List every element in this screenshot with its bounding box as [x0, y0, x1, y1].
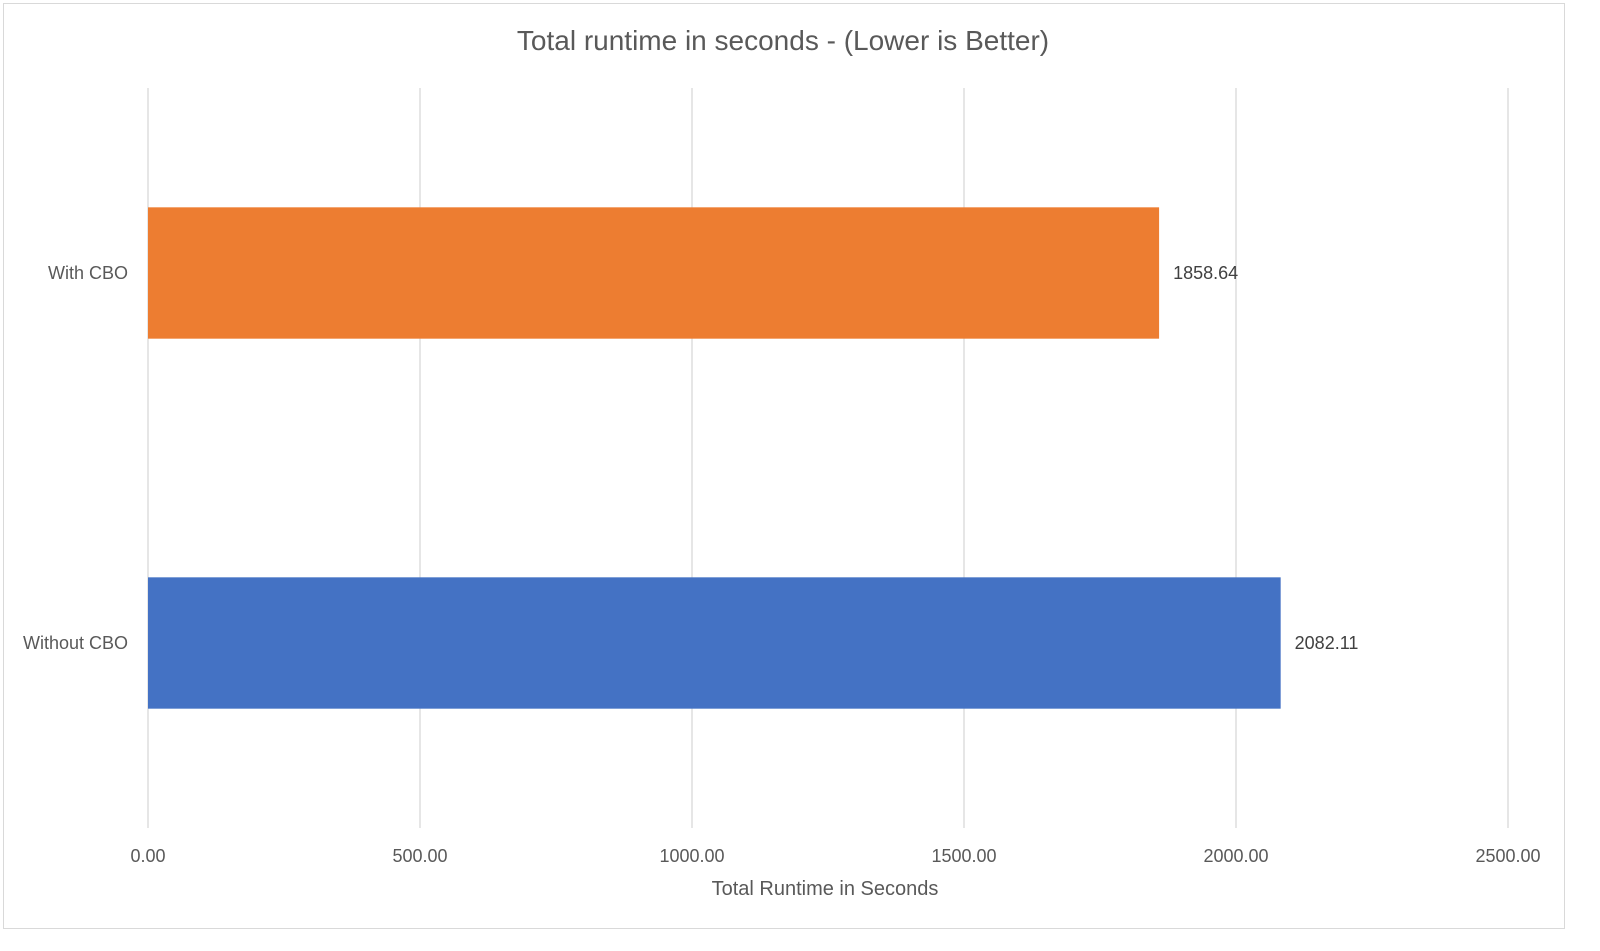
chart-frame [3, 3, 1565, 929]
x-axis-ticks: 0.00 500.00 1000.00 1500.00 2000.00 2500.00 [130, 846, 1540, 866]
x-tick-label: 2500.00 [1475, 846, 1540, 866]
bar [148, 577, 1281, 709]
category-labels: With CBO Without CBO [23, 263, 128, 653]
chart-title: Total runtime in seconds - (Lower is Bet… [517, 25, 1049, 56]
category-label: Without CBO [23, 633, 128, 653]
x-tick-label: 1500.00 [931, 846, 996, 866]
data-label: 1858.64 [1173, 263, 1238, 283]
data-labels: 1858.64 2082.11 [1173, 263, 1358, 653]
x-tick-label: 2000.00 [1203, 846, 1268, 866]
category-label: With CBO [48, 263, 128, 283]
x-tick-label: 500.00 [392, 846, 447, 866]
bar [148, 207, 1160, 339]
x-tick-label: 0.00 [130, 846, 165, 866]
data-label: 2082.11 [1295, 633, 1359, 653]
x-axis-title: Total Runtime in Seconds [712, 878, 939, 900]
x-tick-label: 1000.00 [659, 846, 724, 866]
bars [148, 207, 1281, 709]
gridlines [147, 88, 1509, 828]
